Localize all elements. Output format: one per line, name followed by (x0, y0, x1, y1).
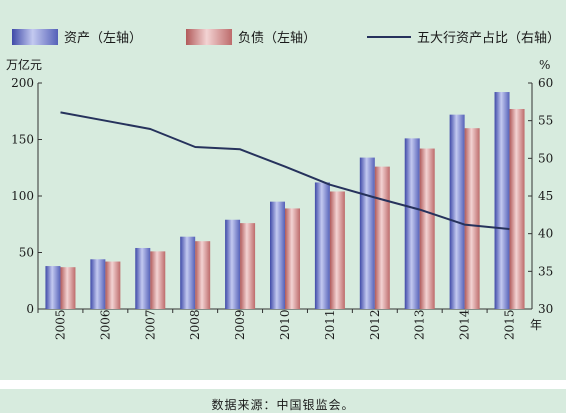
right-tick-label-40: 40 (538, 227, 553, 241)
right-tick-label-60: 60 (538, 76, 553, 90)
bar-liability-2010 (285, 208, 300, 309)
bar-asset-2008 (180, 236, 196, 309)
x-tick-label-2014: 2014 (458, 309, 472, 340)
bar-liability-2009 (240, 223, 256, 309)
left-axis-unit: 万亿元 (6, 57, 42, 72)
bar-liability-2006 (105, 261, 121, 309)
bar-asset-2007 (135, 247, 151, 309)
legend-label-1: 资产（左轴） (64, 31, 142, 46)
bar-asset-2013 (404, 138, 420, 309)
x-tick-label-2011: 2011 (323, 309, 337, 340)
legend-label-3: 五大行资产占比（右轴） (417, 31, 560, 46)
x-tick-label-2008: 2008 (188, 309, 202, 340)
x-tick-label-2015: 2015 (503, 309, 517, 340)
bar-asset-2012 (359, 157, 375, 309)
right-tick-label-30: 30 (538, 302, 553, 316)
left-tick-label-200: 200 (11, 76, 34, 90)
bar-asset-2010 (270, 201, 285, 309)
line-share-series (60, 111, 510, 231)
bar-asset-2011 (314, 182, 330, 309)
right-tick-label-50: 50 (538, 151, 553, 165)
bar-asset-2009 (225, 219, 241, 309)
x-tick-label-2012: 2012 (368, 309, 382, 340)
left-tick-label-100: 100 (11, 189, 34, 203)
bar-liability-2008 (195, 241, 211, 309)
source-note: 数据来源：中国银监会。 (211, 398, 355, 412)
right-tick-label-45: 45 (538, 189, 553, 203)
divider-band (0, 380, 566, 389)
bar-liability-2012 (374, 166, 390, 309)
x-tick-label-2007: 2007 (143, 309, 157, 340)
x-tick-label-2013: 2013 (413, 309, 427, 340)
x-tick-label-2006: 2006 (98, 309, 112, 340)
bar-liability-2007 (150, 251, 166, 309)
bar-asset-2015 (494, 92, 510, 309)
x-axis-unit: 年 (530, 318, 542, 332)
bar-asset-2014 (449, 114, 465, 309)
right-axis-unit: % (539, 58, 550, 72)
x-tick-label-2010: 2010 (278, 309, 292, 340)
right-tick-label-55: 55 (538, 114, 553, 128)
bar-asset-2006 (90, 259, 106, 309)
right-tick-label-35: 35 (538, 264, 553, 278)
left-tick-label-50: 50 (19, 246, 34, 260)
bar-asset-2005 (45, 266, 61, 309)
bar-liability-2014 (464, 128, 480, 309)
legend-swatch-2 (186, 29, 232, 45)
bar-liability-2011 (329, 191, 345, 309)
bar-liability-2005 (60, 267, 76, 309)
bar-liability-2015 (509, 108, 525, 310)
legend-label-2: 负债（左轴） (238, 31, 316, 46)
x-tick-label-2005: 2005 (53, 309, 67, 340)
left-tick-label-0: 0 (26, 302, 34, 316)
left-tick-label-150: 150 (11, 133, 34, 147)
legend-swatch-1 (12, 29, 58, 45)
bar-liability-2013 (419, 148, 435, 309)
x-tick-label-2009: 2009 (233, 309, 247, 340)
